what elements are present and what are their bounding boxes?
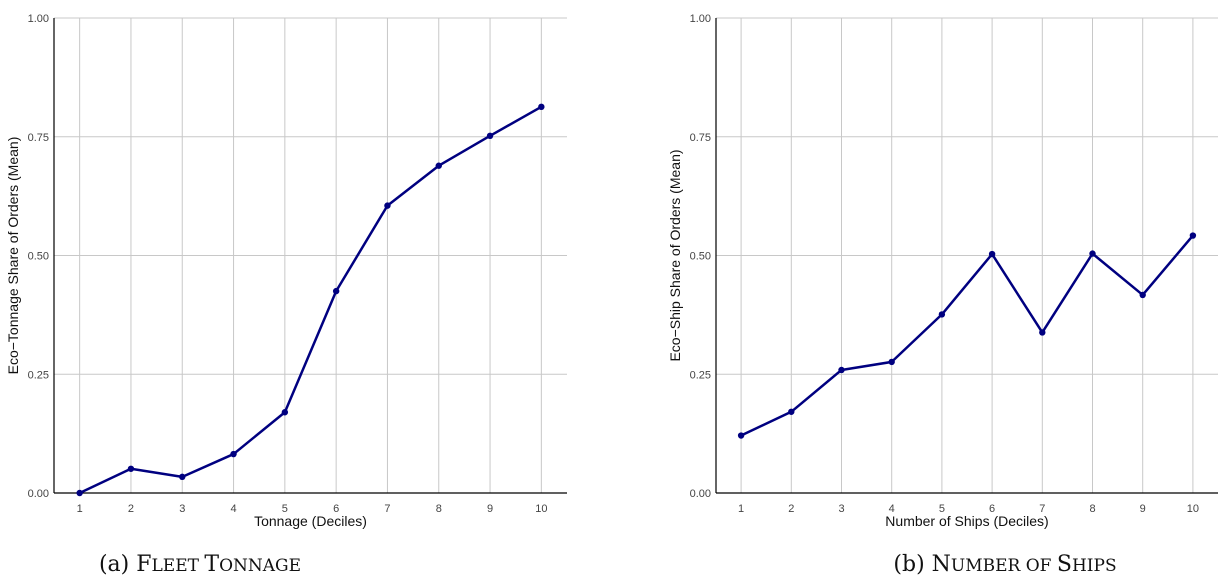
y-tick-label: 0.25 (28, 369, 49, 381)
y-tick-label: 0.50 (28, 251, 49, 263)
x-tick-label: 8 (436, 503, 442, 515)
data-point (127, 465, 135, 472)
data-point (1039, 329, 1046, 336)
x-tick-label: 7 (1039, 503, 1045, 515)
x-tick-label: 4 (230, 503, 236, 515)
data-point (1139, 291, 1146, 299)
x-tick-label: 6 (989, 503, 995, 515)
caption-a: (a) FLEET TONNAGE (99, 552, 301, 577)
data-point (838, 366, 845, 374)
x-tick-label: 2 (788, 503, 794, 515)
panel-a-fleet-tonnage: 1 2 3 4 5 6 7 8 9 10 0.00 0.25 0.50 0.75 1.00 Tonnage (… (5, 13, 567, 529)
x-tick-label: 8 (1089, 503, 1095, 515)
y-tick-label: 0.50 (690, 251, 711, 263)
y-tick-label: 1.00 (28, 13, 49, 25)
x-tick-label: 6 (333, 503, 339, 515)
data-point (538, 103, 545, 111)
x-tick-label: 10 (535, 503, 547, 515)
y-tick-label: 0.00 (28, 488, 49, 500)
x-tick-label: 1 (77, 503, 83, 515)
data-point (888, 358, 895, 366)
data-point (988, 250, 996, 258)
data-point (230, 450, 237, 458)
panel-b-number-of-ships: 1 2 3 4 5 6 7 8 9 10 0.00 0.25 0.50 0.75 1.00 Number of… (667, 13, 1218, 529)
x-tick-label: 3 (179, 503, 185, 515)
x-tick-label: 5 (939, 503, 945, 515)
data-point (486, 132, 494, 139)
x-tick-label: 1 (738, 503, 744, 515)
x-tick-label: 2 (128, 503, 134, 515)
series-line (740, 234, 1194, 437)
x-axis-title: Number of Ships (Deciles) (885, 513, 1048, 529)
y-axis-title: Eco−Tonnage Share of Orders (Mean) (5, 137, 21, 375)
x-tick-label: 9 (487, 503, 493, 515)
data-point (1089, 250, 1096, 257)
data-point (332, 287, 340, 295)
y-tick-label: 0.75 (28, 132, 49, 144)
y-axis-title: Eco−Ship Share of Orders (Mean) (667, 149, 683, 361)
x-tick-label: 3 (838, 503, 844, 515)
y-tick-label: 0.00 (690, 488, 711, 500)
caption-b: (b) NUMBER OF SHIPS (893, 552, 1116, 577)
x-axis-title: Tonnage (Deciles) (254, 513, 367, 529)
x-tick-label: 7 (384, 503, 390, 515)
data-point (76, 489, 83, 497)
x-tick-label: 5 (282, 503, 288, 515)
data-point (1189, 232, 1197, 239)
data-point (788, 408, 795, 415)
x-tick-label: 10 (1187, 503, 1199, 515)
data-point (938, 311, 946, 318)
x-tick-label: 4 (889, 503, 895, 515)
y-tick-label: 1.00 (690, 13, 711, 25)
data-point (737, 432, 745, 439)
data-point (179, 473, 186, 481)
data-point (435, 162, 442, 169)
x-tick-label: 9 (1140, 503, 1146, 515)
data-point (281, 409, 289, 416)
data-point (384, 202, 391, 209)
y-tick-label: 0.25 (690, 369, 711, 381)
y-tick-label: 0.75 (690, 132, 711, 144)
series-line (79, 105, 542, 495)
